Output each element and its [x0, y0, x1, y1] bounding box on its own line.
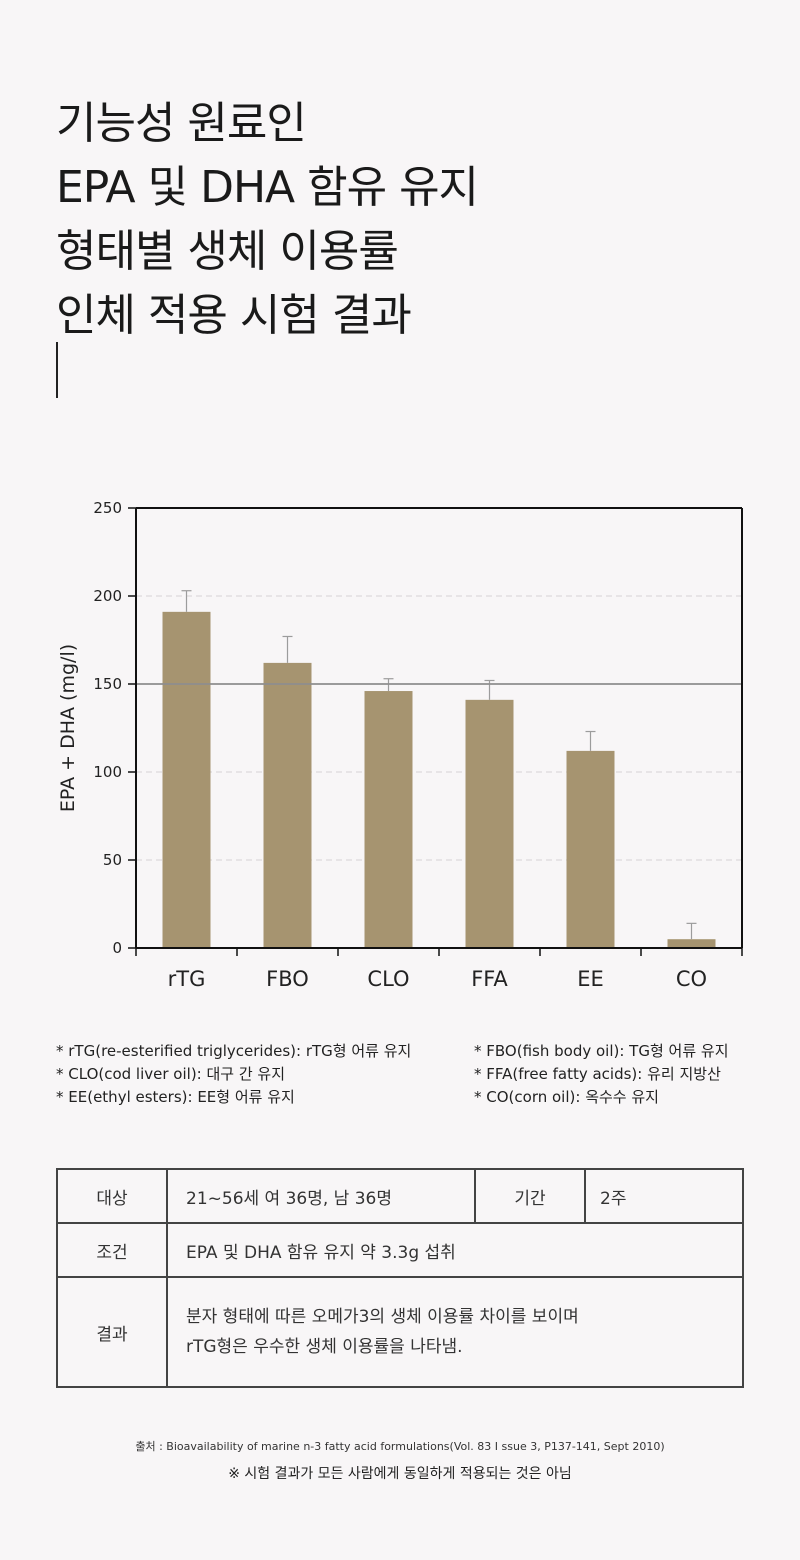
error-bar-rTG: [181, 590, 192, 612]
x-tick-label-CLO: CLO: [367, 967, 409, 991]
y-tick-label-0: 0: [112, 939, 122, 957]
period-value: 2주: [584, 1168, 744, 1224]
notes-right-column: * FBO(fish body oil): TG형 어류 유지 * FFA(fr…: [474, 1040, 729, 1109]
x-tick-label-rTG: rTG: [168, 967, 206, 991]
result-line-1: 분자 형태에 따른 오메가3의 생체 이용률 차이를 보이며: [186, 1307, 579, 1327]
result-label: 결과: [56, 1276, 168, 1388]
subject-value: 21~56세 여 36명, 남 36명: [166, 1168, 476, 1224]
study-info-table: 대상 21~56세 여 36명, 남 36명 기간 2주 조건 EPA 및 DH…: [56, 1168, 744, 1388]
period-label: 기간: [474, 1168, 586, 1224]
y-tick-label-150: 150: [93, 675, 122, 693]
x-tick-label-FFA: FFA: [471, 967, 508, 991]
x-tick-label-FBO: FBO: [266, 967, 309, 991]
note-fbo: * FBO(fish body oil): TG형 어류 유지: [474, 1042, 729, 1060]
note-ee: * EE(ethyl esters): EE형 어류 유지: [56, 1088, 295, 1106]
page-title: 기능성 원료인 EPA 및 DHA 함유 유지 형태별 생체 이용률 인체 적용…: [56, 92, 479, 348]
notes-left-column: * rTG(re-esterified triglycerides): rTG형…: [56, 1040, 411, 1109]
note-co: * CO(corn oil): 옥수수 유지: [474, 1088, 659, 1106]
y-tick-label-200: 200: [93, 587, 122, 605]
title-line-3: 형태별 생체 이용률: [56, 226, 399, 277]
note-ffa: * FFA(free fatty acids): 유리 지방산: [474, 1065, 721, 1083]
x-tick-label-EE: EE: [577, 967, 604, 991]
bar-rTG: [162, 611, 211, 948]
source-citation: 출처 : Bioavailability of marine n-3 fatty…: [135, 1440, 665, 1453]
note-rtg: * rTG(re-esterified triglycerides): rTG형…: [56, 1042, 412, 1060]
y-tick-label-100: 100: [93, 763, 122, 781]
x-tick-label-CO: CO: [676, 967, 707, 991]
table-row-subject: 대상 21~56세 여 36명, 남 36명 기간 2주: [56, 1168, 744, 1224]
error-bar-CO: [686, 922, 697, 940]
y-tick-label-250: 250: [93, 499, 122, 517]
y-axis-title: EPA + DHA (mg/l): [57, 644, 79, 812]
table-row-condition: 조건 EPA 및 DHA 함유 유지 약 3.3g 섭취: [56, 1222, 744, 1278]
bar-FBO: [263, 662, 312, 948]
title-line-1: 기능성 원료인: [56, 98, 307, 149]
bar-CLO: [364, 691, 413, 948]
disclaimer: ※ 시험 결과가 모든 사람에게 동일하게 적용되는 것은 아님: [228, 1466, 572, 1482]
title-line-4: 인체 적용 시험 결과: [56, 290, 412, 341]
result-line-2: rTG형은 우수한 생체 이용률을 나타냄.: [186, 1337, 463, 1357]
title-divider: [56, 342, 58, 398]
bar-FFA: [465, 699, 514, 948]
result-value: 분자 형태에 따른 오메가3의 생체 이용률 차이를 보이며 rTG형은 우수한…: [166, 1276, 744, 1388]
bar-CO: [667, 939, 716, 948]
subject-label: 대상: [56, 1168, 168, 1224]
title-line-2: EPA 및 DHA 함유 유지: [56, 162, 479, 213]
table-row-result: 결과 분자 형태에 따른 오메가3의 생체 이용률 차이를 보이며 rTG형은 …: [56, 1276, 744, 1388]
bar-EE: [566, 750, 615, 948]
condition-label: 조건: [56, 1222, 168, 1278]
y-tick-label-50: 50: [103, 851, 122, 869]
error-bar-FBO: [282, 635, 293, 663]
bar-chart: rTG FBO CLO FFA EE CO 0 50 100 150 200 250 EPA + DH…: [57, 499, 743, 991]
note-clo: * CLO(cod liver oil): 대구 간 유지: [56, 1065, 286, 1083]
error-bar-EE: [585, 730, 596, 751]
condition-value: EPA 및 DHA 함유 유지 약 3.3g 섭취: [166, 1222, 744, 1278]
